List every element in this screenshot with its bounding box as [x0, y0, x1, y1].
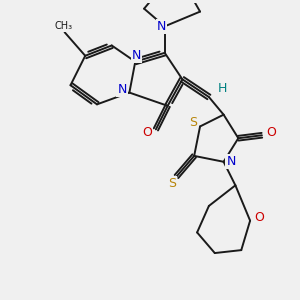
Text: H: H [218, 82, 227, 95]
Text: O: O [142, 126, 152, 139]
Text: N: N [132, 49, 141, 62]
Text: O: O [254, 211, 264, 224]
Text: N: N [226, 155, 236, 168]
Text: O: O [266, 126, 276, 139]
Text: N: N [117, 83, 127, 96]
Text: CH₃: CH₃ [54, 21, 72, 31]
Text: S: S [189, 116, 197, 128]
Text: S: S [168, 177, 176, 190]
Text: N: N [157, 20, 167, 33]
